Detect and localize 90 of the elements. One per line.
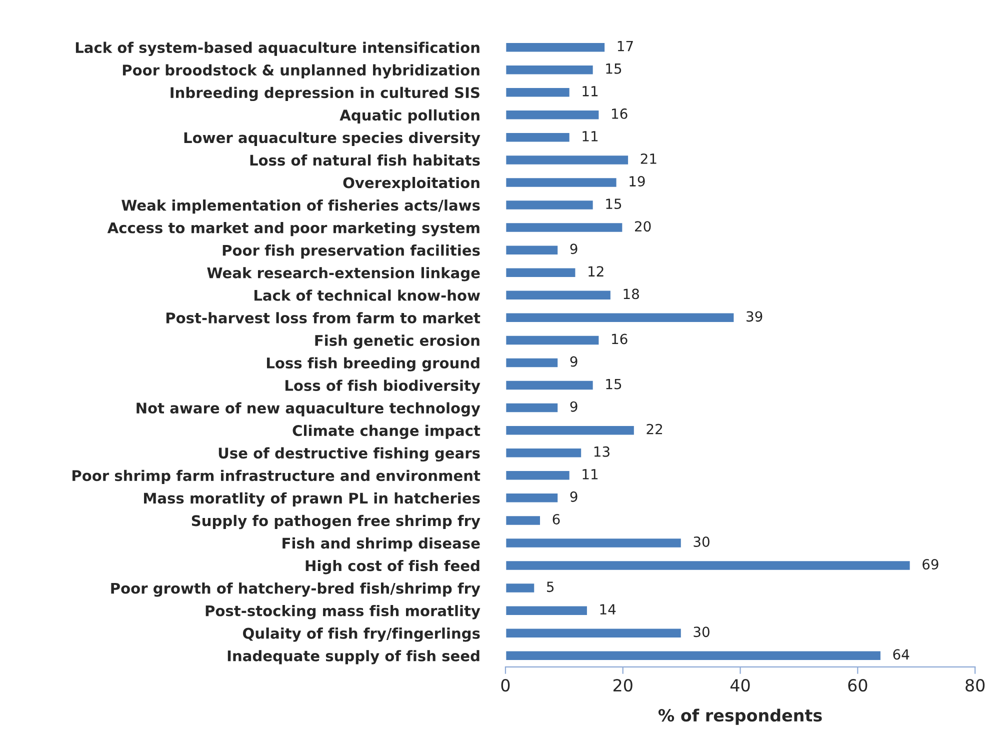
y-tick-label: Inbreeding depression in cultured SIS <box>170 86 480 102</box>
y-tick-label: Use of destructive fishing gears <box>218 447 480 462</box>
data-label: 6 <box>552 514 560 524</box>
bar <box>505 109 600 121</box>
x-tick-label: 0 <box>501 678 510 692</box>
x-tick-label: 20 <box>613 678 632 692</box>
data-label: 18 <box>624 288 639 300</box>
y-tick-label: Fish genetic erosion <box>315 334 480 349</box>
data-label: 17 <box>618 41 633 52</box>
x-tick-label: 80 <box>966 678 985 692</box>
bar <box>505 199 594 211</box>
y-tick-label: Aquatic pollution <box>340 109 480 124</box>
bar <box>505 334 600 346</box>
bar <box>505 356 560 368</box>
data-label: 9 <box>570 356 578 367</box>
bar <box>505 447 582 459</box>
data-label: 16 <box>612 108 628 119</box>
bar <box>505 537 682 549</box>
bar <box>505 470 571 482</box>
y-tick-label: Loss of natural fish habitats <box>250 154 480 166</box>
bar <box>505 154 630 166</box>
y-tick-label: Weak research-extension linkage <box>207 267 480 282</box>
data-label: 16 <box>612 334 628 344</box>
data-label: 69 <box>922 559 938 570</box>
bar <box>505 132 571 144</box>
bar <box>505 560 912 572</box>
y-tick-label: Lack of system-based aquaculture intensification <box>76 42 480 56</box>
bar <box>505 582 536 594</box>
data-label: 11 <box>582 86 598 96</box>
bar <box>505 244 560 256</box>
y-tick-label: Post-harvest loss from farm to market <box>166 312 480 324</box>
bar <box>505 312 736 324</box>
data-label: 14 <box>600 604 616 614</box>
y-tick-label: Not aware of new aquaculture technology <box>136 402 480 416</box>
x-tick-label: 40 <box>730 678 750 692</box>
data-label: 15 <box>606 378 622 390</box>
data-label: 64 <box>893 649 910 660</box>
y-tick-label: Poor fish preservation facilities <box>222 244 480 259</box>
bar <box>505 604 588 616</box>
y-tick-label: High cost of fish feed <box>306 560 480 574</box>
bar <box>505 627 682 639</box>
y-tick-label: Qulaity of fish fry/fingerlings <box>243 628 480 642</box>
y-tick-label: Access to market and poor marketing system <box>107 222 480 236</box>
y-tick-label: Supply fo pathogen free shrimp fry <box>192 514 480 530</box>
y-tick-label: Overexploitation <box>343 176 480 192</box>
y-tick-label: Poor growth of hatchery-bred fish/shrimp fry <box>111 582 480 597</box>
bar <box>505 402 560 414</box>
bar <box>505 86 571 98</box>
bar <box>505 492 560 504</box>
data-label: 9 <box>570 244 578 254</box>
bar <box>505 42 606 54</box>
data-label: 20 <box>635 221 651 232</box>
y-tick-label: Climate change impact <box>292 424 480 440</box>
data-label: 15 <box>606 64 622 74</box>
data-label: 30 <box>694 536 710 548</box>
y-tick-label: Weak implementation of fisheries acts/laws <box>122 199 480 214</box>
data-label: 19 <box>630 176 645 187</box>
y-tick-label: Mass moratlity of prawn PL in hatcheries <box>144 492 480 507</box>
data-label: 21 <box>640 153 656 164</box>
bar <box>505 289 612 301</box>
x-tick-label: 60 <box>848 678 868 692</box>
bar <box>505 650 882 662</box>
y-tick-label: Poor shrimp farm infrastructure and environment <box>72 470 480 484</box>
bar <box>505 380 594 392</box>
data-label: 11 <box>582 131 598 142</box>
data-label: 9 <box>570 401 578 412</box>
bar <box>505 222 624 234</box>
data-label: 22 <box>646 424 662 434</box>
y-tick-label: Fish and shrimp disease <box>282 537 480 552</box>
y-tick-label: Poor broodstock & unplanned hybridization <box>122 64 480 79</box>
data-label: 5 <box>547 582 554 592</box>
bar <box>505 424 636 436</box>
data-label: 15 <box>606 198 622 210</box>
data-label: 30 <box>694 626 710 638</box>
bar <box>505 514 542 526</box>
bar <box>505 64 594 76</box>
y-tick-label: Lack of technical know-how <box>254 290 480 301</box>
y-tick-label: Post-stocking mass fish moratlity <box>206 605 480 620</box>
y-tick-label: Loss fish breeding ground <box>266 357 480 372</box>
bar <box>505 176 618 188</box>
y-tick-label: Lower aquaculture species diversity <box>184 132 480 146</box>
data-label: 13 <box>594 446 610 457</box>
data-label: 9 <box>570 491 578 502</box>
data-label: 39 <box>746 311 762 322</box>
y-tick-label: Loss of fish biodiversity <box>286 380 480 394</box>
y-tick-label: Inadequate supply of fish seed <box>228 650 480 664</box>
x-axis-title: % of respondents <box>658 708 822 725</box>
data-label: 12 <box>588 266 604 276</box>
bar <box>505 266 577 278</box>
data-label: 11 <box>582 469 598 480</box>
